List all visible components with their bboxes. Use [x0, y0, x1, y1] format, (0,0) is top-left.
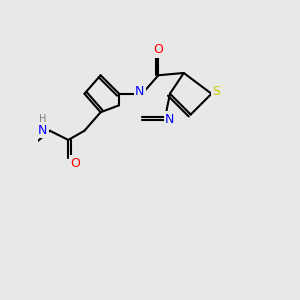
Text: N: N: [38, 124, 48, 137]
Text: O: O: [153, 44, 163, 56]
Text: H: H: [39, 114, 46, 124]
Text: N: N: [135, 85, 145, 98]
Text: S: S: [212, 85, 220, 98]
Text: N: N: [165, 113, 175, 126]
Text: O: O: [70, 157, 80, 169]
